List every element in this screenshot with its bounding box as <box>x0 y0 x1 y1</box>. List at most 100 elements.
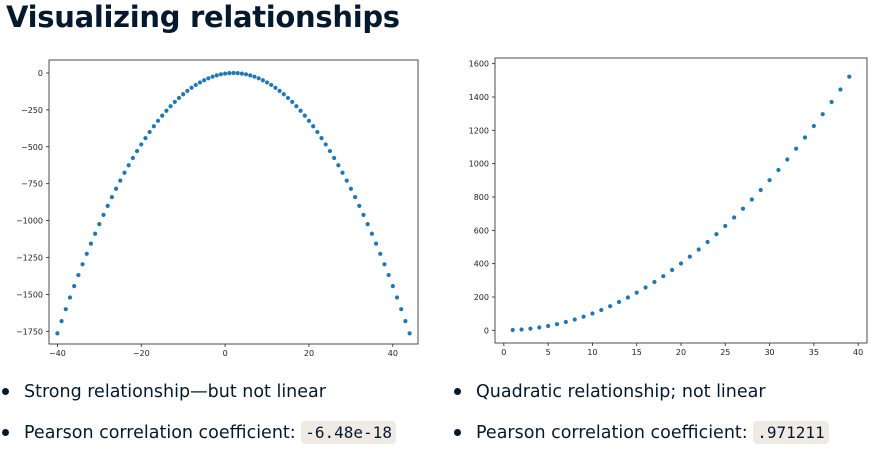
left-chart-data-point <box>122 170 127 175</box>
left-chart-data-point <box>260 78 265 83</box>
right-chart-data-point <box>510 327 515 333</box>
left-chart-y-tick-label: −1000 <box>16 217 43 226</box>
left-chart-data-point <box>273 85 278 90</box>
left-chart-data-point <box>294 104 299 109</box>
left-chart-data-point <box>172 99 177 105</box>
right-chart-y-tick-label: 800 <box>474 193 489 202</box>
left-chart-data-point <box>147 129 152 135</box>
right-chart-data-point <box>554 322 560 327</box>
right-chart-data-point <box>581 314 586 319</box>
left-chart-data-point <box>344 178 349 183</box>
left-chart-data-point <box>290 99 295 105</box>
right-chart-data-point <box>572 317 577 322</box>
left-chart-data-point <box>277 88 282 93</box>
left-chart-data-point <box>407 331 412 336</box>
left-chart-data-point <box>84 251 89 256</box>
right-chart-y-tick-label: 0 <box>484 326 489 335</box>
right-chart-plot-frame <box>494 57 868 344</box>
left-chart-data-point <box>118 178 123 183</box>
left-chart-data-point <box>311 124 316 129</box>
left-chart-data-point <box>181 92 186 97</box>
left-chart-data-point <box>134 148 140 154</box>
left-chart-data-point <box>76 272 81 278</box>
left-chart-data-point <box>160 113 165 118</box>
right-bullet-2: Pearson correlation coefficient: .971211 <box>452 417 829 458</box>
left-chart-data-point <box>357 203 362 208</box>
left-chart-y-tick-label: −500 <box>21 143 43 152</box>
left-chart-y-tick-label: −750 <box>21 180 43 189</box>
left-chart-data-point <box>202 78 207 83</box>
left-chart-data-point <box>55 331 60 336</box>
left-chart-data-point <box>315 129 320 135</box>
left-chart-data-point <box>394 295 400 300</box>
right-chart-data-point <box>678 261 684 266</box>
left-chart-data-point <box>193 82 198 88</box>
left-chart-x-tick-label: 40 <box>388 349 398 358</box>
left-chart-data-point <box>164 108 169 113</box>
left-chart-data-point <box>168 104 173 109</box>
bullet-text: Strong relationship—but not linear <box>24 382 326 402</box>
left-chart-data-point <box>97 222 102 227</box>
right-chart-data-point <box>749 197 754 202</box>
right-chart-data-point <box>528 326 533 331</box>
left-chart-data-point <box>126 163 131 168</box>
left-chart-data-point <box>130 155 135 161</box>
left-chart-data-point <box>80 262 85 267</box>
left-chart-data-point <box>189 85 194 90</box>
right-chart-data-point <box>794 146 799 151</box>
left-chart-data-point <box>243 72 249 77</box>
right-chart-data-point <box>537 325 542 330</box>
right-chart-data-point <box>847 74 852 79</box>
left-chart-data-point <box>340 170 345 175</box>
right-chart-data-point <box>838 87 843 92</box>
left-chart-data-point <box>281 92 286 97</box>
right-chart-data-point <box>652 279 657 285</box>
left-chart-data-point <box>336 163 341 168</box>
left-chart-data-point <box>105 203 110 208</box>
slide-title: Visualizing relationships <box>6 0 400 34</box>
left-chart-data-point <box>382 262 387 267</box>
left-chart-data-point <box>399 307 404 312</box>
right-bullet-1: Quadratic relationship; not linear <box>452 376 829 417</box>
bullet-label: Pearson correlation coefficient: <box>476 423 748 443</box>
right-chart-y-tick-label: 600 <box>474 226 489 235</box>
left-bullet-1: Strong relationship—but not linear <box>0 376 396 417</box>
left-chart-data-point <box>264 80 270 85</box>
right-chart-data-point <box>732 215 737 220</box>
correlation-code: -6.48e-18 <box>301 421 396 444</box>
left-chart-data-point <box>101 212 106 217</box>
left-chart-data-point <box>386 272 391 278</box>
right-chart-data-point <box>714 232 719 237</box>
left-chart-y-tick-label: −1750 <box>16 327 43 336</box>
right-chart-x-tick-label: 20 <box>676 348 686 357</box>
bullet-text: Quadratic relationship; not linear <box>476 382 766 402</box>
bullet-dot-icon <box>2 429 9 436</box>
right-chart-data-point <box>563 319 568 325</box>
left-chart-y-tick-label: −250 <box>21 106 43 115</box>
left-chart-data-point <box>348 186 354 191</box>
left-chart-data-point <box>218 72 224 77</box>
left-bullet-list: Strong relationship—but not linear Pears… <box>0 376 396 458</box>
left-chart-data-point <box>361 212 366 217</box>
left-chart-data-point <box>332 155 337 161</box>
right-chart-x-tick-label: 35 <box>809 348 819 357</box>
right-chart-data-point <box>616 299 622 305</box>
bullet-dot-icon <box>454 388 461 395</box>
left-chart-data-point <box>390 284 395 289</box>
right-chart-data-point <box>519 327 524 332</box>
left-chart-x-tick-label: −20 <box>133 349 150 358</box>
right-chart-y-tick-label: 200 <box>474 293 489 302</box>
left-chart-data-point <box>323 142 328 147</box>
right-chart-data-point <box>820 112 825 117</box>
left-chart-y-tick-label: −1250 <box>16 254 43 263</box>
right-chart-x-tick-label: 15 <box>632 348 642 357</box>
left-chart-x-tick-label: −40 <box>49 349 66 358</box>
right-chart-data-point <box>758 187 763 193</box>
right-chart-y-tick-label: 1000 <box>469 160 489 169</box>
right-chart-x-tick-label: 5 <box>546 348 551 357</box>
left-chart-data-point <box>231 70 236 76</box>
left-chart-data-point <box>176 95 182 101</box>
left-chart-data-point <box>369 231 374 236</box>
left-chart-data-point <box>248 73 253 78</box>
left-chart-data-point <box>223 71 228 76</box>
